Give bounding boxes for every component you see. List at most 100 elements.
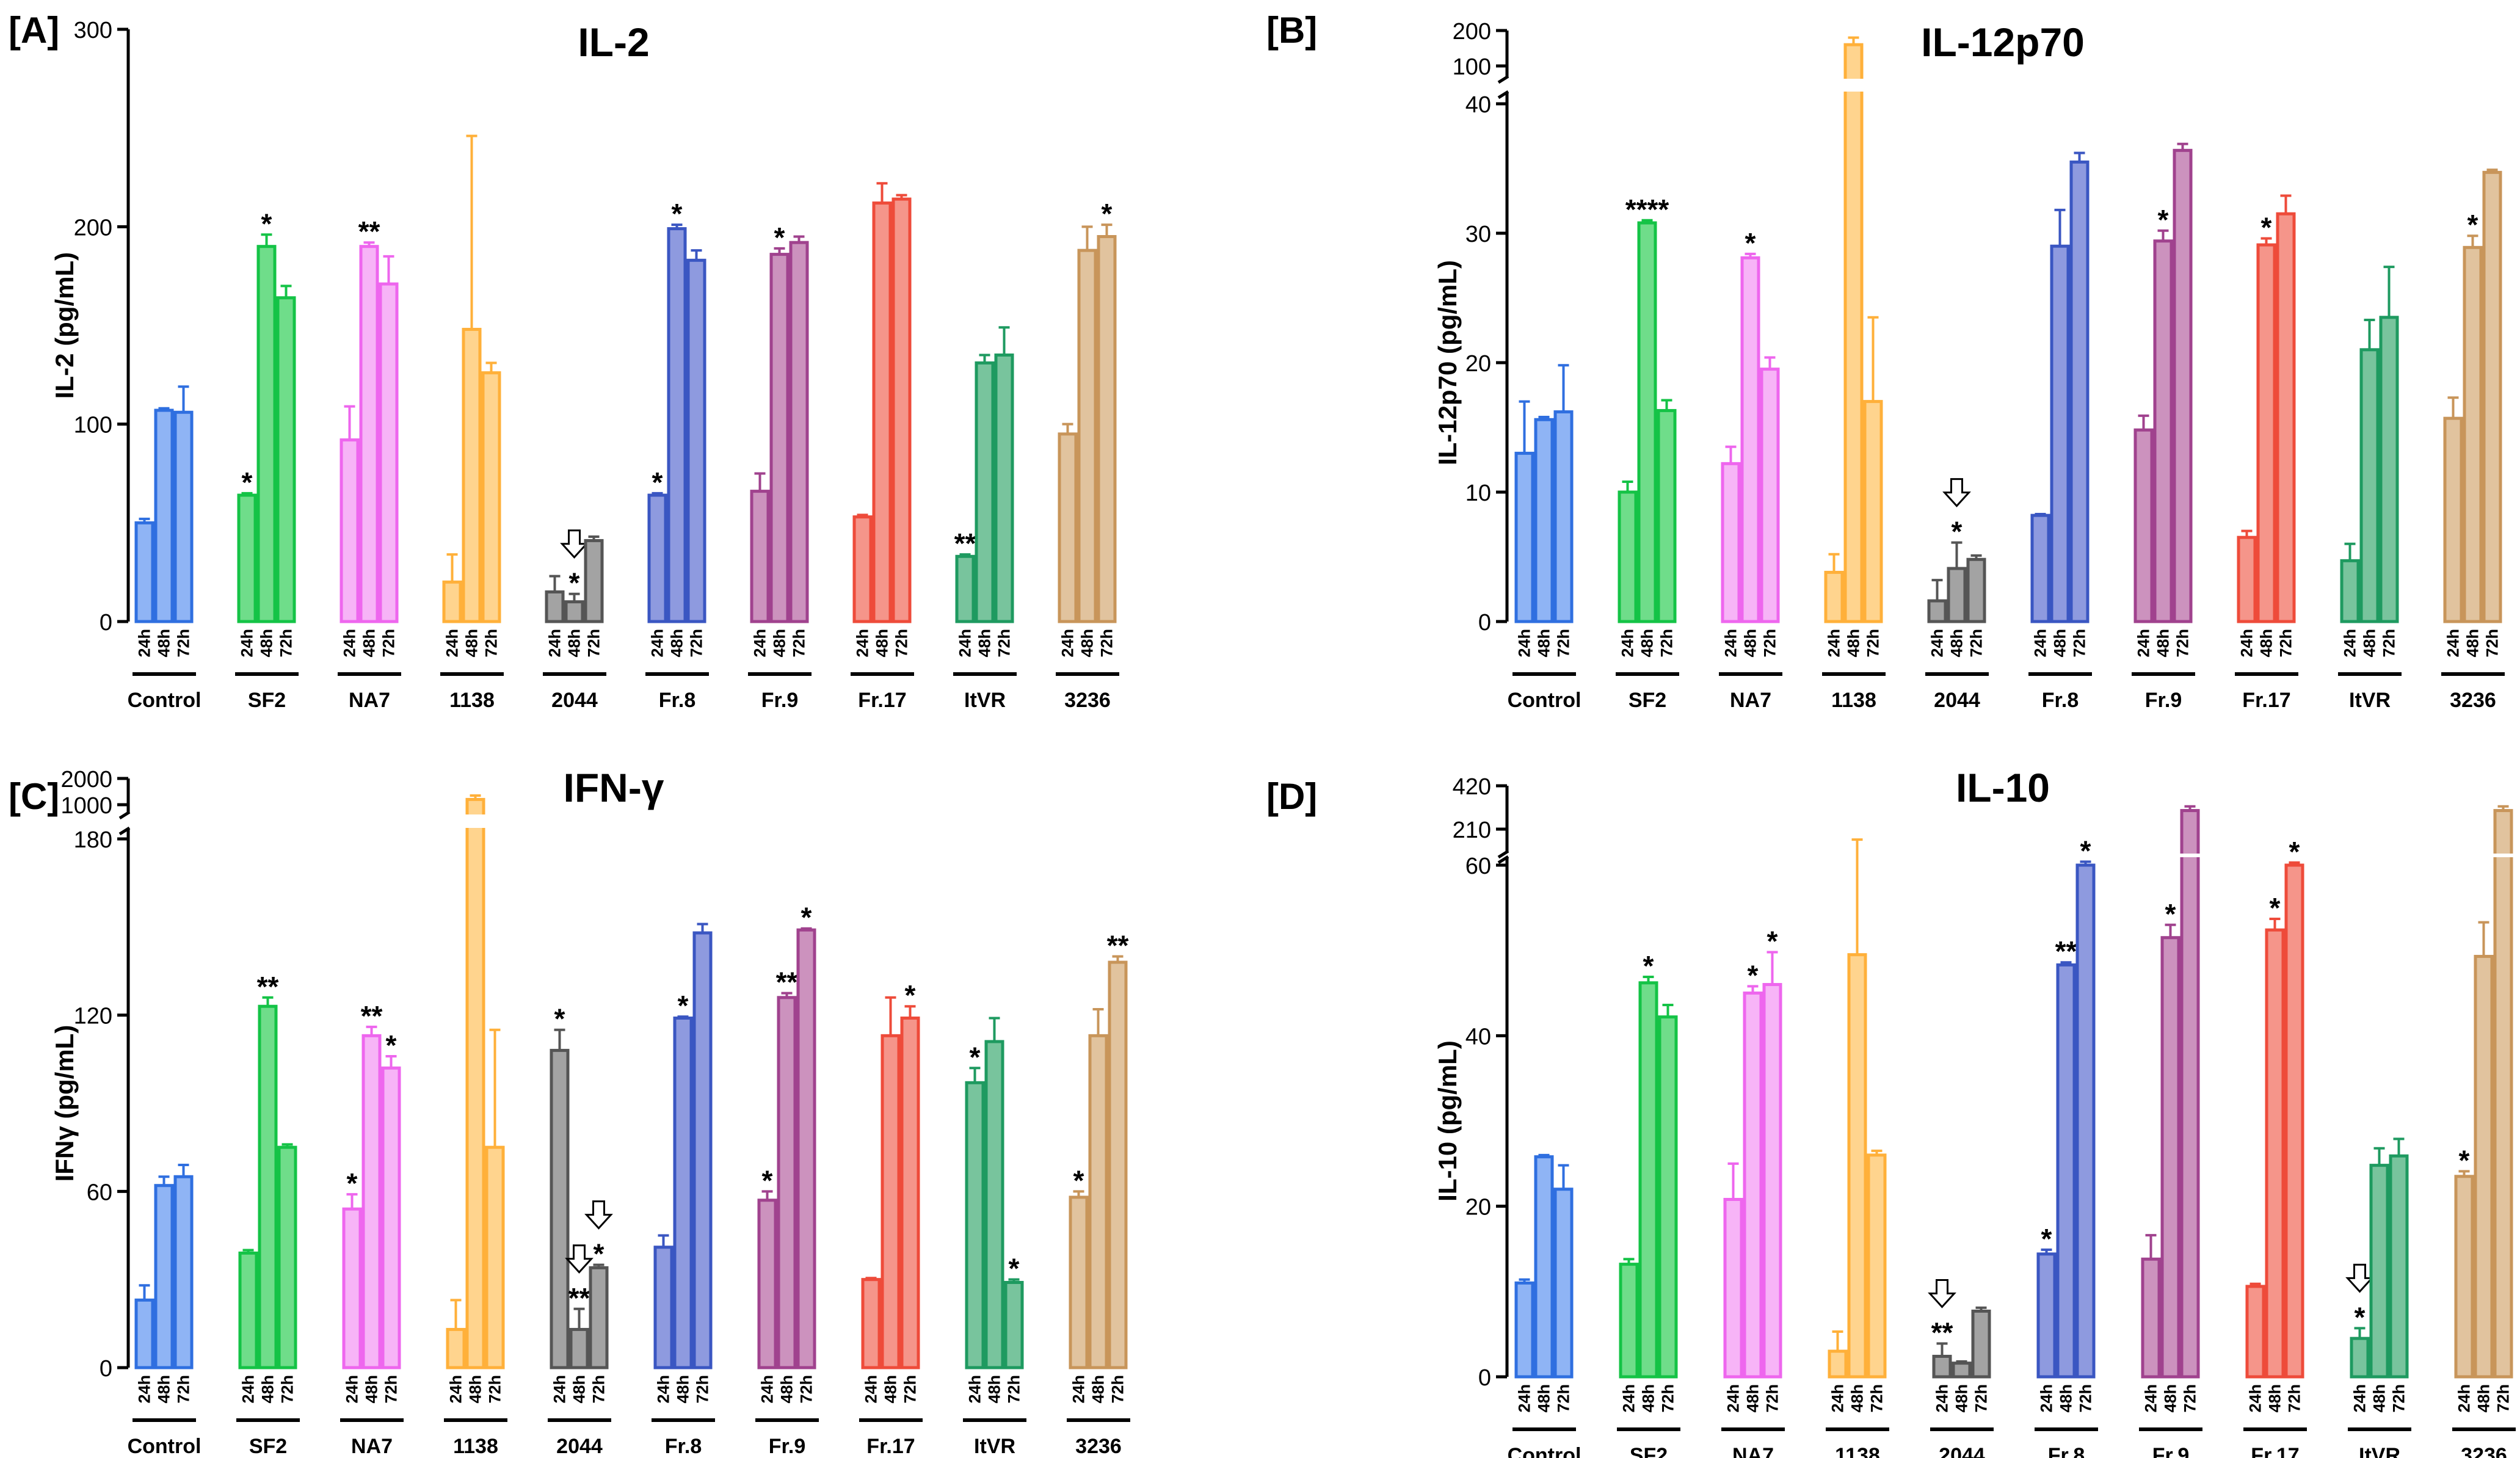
bar <box>2153 239 2173 623</box>
bar <box>692 931 713 1369</box>
panel-label: [D] <box>1266 776 1317 817</box>
group-label: NA7 <box>1730 689 1771 712</box>
y-tick-label: 20 <box>1465 1195 1491 1220</box>
bar <box>1952 1362 1972 1379</box>
time-label: 24h <box>1724 1384 1743 1413</box>
time-label: 48h <box>2361 629 2379 658</box>
axis-break-mark <box>118 826 131 836</box>
bar <box>1534 1155 1554 1379</box>
group-label: Fr.17 <box>2242 689 2290 712</box>
bar <box>2379 316 2399 623</box>
group-label: 3236 <box>1075 1435 1122 1458</box>
bar <box>340 438 360 623</box>
bar <box>2030 513 2050 623</box>
time-label: 72h <box>175 1375 193 1404</box>
significance-mark: * <box>1009 1253 1020 1285</box>
significance-mark: * <box>386 1029 397 1061</box>
bar <box>2340 559 2360 623</box>
bar <box>584 539 604 623</box>
time-label: 48h <box>155 1375 173 1404</box>
bar <box>589 1266 609 1369</box>
group-label: 2044 <box>556 1435 603 1458</box>
group-label: ItVR <box>2359 1444 2400 1458</box>
axis-break-mark <box>1497 90 1509 100</box>
time-label: 24h <box>655 1375 673 1404</box>
time-label: 48h <box>1638 629 1657 658</box>
bar <box>1514 451 1534 623</box>
time-label: 24h <box>136 629 154 658</box>
time-label: 24h <box>551 1375 569 1404</box>
time-label: 72h <box>2494 1384 2513 1413</box>
bar <box>796 928 816 1369</box>
bar <box>1847 953 1867 1379</box>
bar <box>1657 408 1677 623</box>
chart-panel: [B] IL-12p70 IL-12p70 (pg/mL) 100 200 0 10 20 30… <box>1266 10 2505 712</box>
y-tick-label: 100 <box>74 413 112 438</box>
bar <box>1058 432 1078 623</box>
bar <box>1762 983 1782 1379</box>
y-tick-label: 420 <box>1453 774 1491 800</box>
time-label: 24h <box>1620 1384 1638 1413</box>
group-label: Fr.9 <box>769 1435 805 1458</box>
bar <box>1534 418 1554 623</box>
bar <box>881 1034 901 1369</box>
time-label: 24h <box>239 1375 258 1404</box>
bar <box>276 296 296 623</box>
bar <box>2056 963 2076 1379</box>
bar <box>2160 936 2180 1379</box>
bar <box>1721 462 1741 623</box>
bar <box>653 1246 674 1369</box>
time-label: 24h <box>136 1375 154 1404</box>
significance-mark: * <box>672 198 683 230</box>
group-label: 2044 <box>1934 689 1980 712</box>
time-label: 24h <box>1829 1384 1847 1413</box>
bar <box>550 1048 570 1369</box>
y-tick-label: 210 <box>1453 818 1491 843</box>
bar <box>173 1175 194 1369</box>
bar <box>2069 160 2090 623</box>
time-label: 48h <box>463 629 481 658</box>
arrow-down-icon <box>2345 1263 2374 1293</box>
group-label: SF2 <box>1629 689 1666 712</box>
time-label: 48h <box>155 629 173 658</box>
time-label: 48h <box>771 629 789 658</box>
time-label: 72h <box>797 1375 816 1404</box>
time-label: 72h <box>901 1375 920 1404</box>
significance-mark: * <box>801 902 812 934</box>
time-label: 48h <box>2057 1384 2075 1413</box>
time-label: 24h <box>966 1375 984 1404</box>
time-label: 72h <box>1763 1384 1782 1413</box>
time-label: 72h <box>2286 1384 2304 1413</box>
y-axis-label: IL-12p70 (pg/mL) <box>1433 260 1462 465</box>
group-label: Control <box>128 689 202 712</box>
bar <box>891 197 912 623</box>
group-label: Fr.17 <box>866 1435 915 1458</box>
time-label: 24h <box>648 629 667 658</box>
time-label: 24h <box>1516 1384 1534 1413</box>
significance-mark: * <box>242 466 253 498</box>
time-label: 72h <box>1555 629 1573 658</box>
time-label: 72h <box>175 629 193 658</box>
y-tick-label: 0 <box>1478 610 1491 636</box>
axis-break-mark <box>1497 849 1509 859</box>
time-label: 24h <box>447 1375 465 1404</box>
time-label: 72h <box>590 1375 608 1404</box>
group-label: Fr.17 <box>2251 1444 2299 1458</box>
significance-mark: * <box>652 466 663 498</box>
significance-mark: * <box>970 1041 981 1073</box>
time-label: 72h <box>1864 629 1883 658</box>
y-tick-label: 100 <box>1453 54 1491 80</box>
y-tick-label: 180 <box>74 827 112 853</box>
time-label: 72h <box>486 1375 504 1404</box>
bar <box>975 361 995 623</box>
time-label: 24h <box>2351 1384 2369 1413</box>
time-label: 48h <box>1535 1384 1553 1413</box>
bar <box>2359 348 2380 623</box>
group-label: ItVR <box>964 689 1006 712</box>
bar <box>2237 535 2257 623</box>
bar <box>342 1207 362 1369</box>
time-label: 72h <box>2483 629 2502 658</box>
chart-title: IL-12p70 <box>1921 20 2085 65</box>
bar <box>2482 170 2502 623</box>
